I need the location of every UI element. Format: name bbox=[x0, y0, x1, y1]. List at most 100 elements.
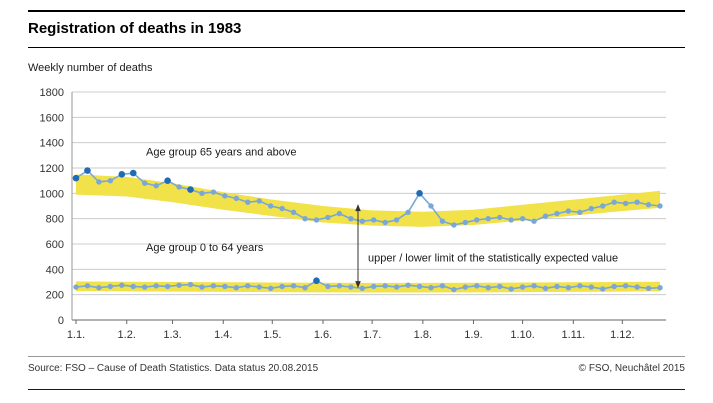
data-point bbox=[245, 199, 251, 205]
data-point bbox=[73, 284, 79, 290]
data-point bbox=[176, 184, 182, 190]
top-rule bbox=[28, 10, 685, 12]
data-point bbox=[622, 283, 629, 289]
data-point bbox=[176, 282, 182, 288]
data-point bbox=[485, 215, 491, 222]
x-tick-label: 1.8. bbox=[414, 329, 432, 341]
data-point bbox=[142, 180, 148, 186]
data-point bbox=[531, 283, 537, 289]
data-point bbox=[371, 283, 377, 290]
data-point bbox=[245, 283, 251, 289]
data-point bbox=[222, 193, 228, 199]
data-point bbox=[107, 177, 114, 184]
data-point bbox=[462, 219, 469, 226]
data-point bbox=[393, 217, 400, 223]
data-point bbox=[107, 283, 114, 290]
footer: Source: FSO – Cause of Death Statistics.… bbox=[28, 363, 685, 374]
bottom-rule bbox=[28, 389, 685, 390]
y-tick-label: 1800 bbox=[40, 87, 64, 99]
data-point bbox=[554, 283, 560, 290]
y-tick-label: 200 bbox=[46, 290, 64, 302]
x-tick-label: 1.7. bbox=[363, 329, 381, 341]
data-point bbox=[519, 215, 526, 222]
outlier-point bbox=[187, 186, 194, 193]
data-point bbox=[199, 190, 205, 197]
series-label-0to64: Age group 0 to 64 years bbox=[146, 242, 264, 254]
data-point bbox=[485, 285, 491, 291]
outlier-point bbox=[84, 167, 91, 174]
data-point bbox=[531, 218, 537, 224]
data-point bbox=[359, 218, 365, 224]
data-point bbox=[348, 284, 354, 290]
data-point bbox=[382, 283, 388, 289]
title-rule bbox=[28, 47, 685, 48]
source-note: Source: FSO – Cause of Death Statistics.… bbox=[28, 363, 319, 374]
data-point bbox=[256, 284, 262, 290]
data-point bbox=[119, 282, 125, 288]
data-point bbox=[405, 282, 411, 288]
data-point bbox=[290, 283, 297, 289]
data-point bbox=[451, 222, 457, 228]
data-point bbox=[600, 286, 606, 292]
x-tick-label: 1.11. bbox=[561, 329, 585, 341]
limit-arrow-down-head bbox=[355, 281, 361, 289]
y-tick-label: 400 bbox=[46, 264, 64, 276]
data-point bbox=[542, 285, 549, 292]
data-point bbox=[279, 205, 285, 212]
data-point bbox=[233, 285, 240, 291]
y-tick-label: 1200 bbox=[40, 163, 64, 175]
data-point bbox=[302, 285, 308, 291]
data-point bbox=[577, 209, 583, 216]
data-point bbox=[336, 283, 343, 289]
y-tick-label: 1400 bbox=[40, 138, 64, 150]
data-point bbox=[371, 217, 377, 223]
page-title: Registration of deaths in 1983 bbox=[28, 20, 242, 37]
outlier-point bbox=[164, 177, 171, 184]
data-point bbox=[657, 285, 663, 291]
expected-band-65plus bbox=[76, 174, 660, 227]
data-point bbox=[325, 214, 331, 221]
y-tick-label: 600 bbox=[46, 239, 64, 251]
data-point bbox=[290, 209, 297, 216]
data-point bbox=[84, 283, 91, 289]
y-tick-label: 1600 bbox=[40, 112, 64, 124]
outlier-point bbox=[129, 169, 137, 177]
y-axis-title: Weekly number of deaths bbox=[28, 62, 153, 74]
data-point bbox=[210, 189, 217, 195]
outlier-point bbox=[118, 171, 126, 178]
data-point bbox=[474, 217, 480, 223]
data-point bbox=[164, 283, 171, 290]
data-point bbox=[565, 285, 572, 291]
data-point bbox=[142, 284, 148, 290]
outlier-point bbox=[416, 190, 423, 197]
data-point bbox=[634, 284, 640, 290]
data-point bbox=[153, 283, 159, 289]
data-point bbox=[153, 183, 159, 189]
data-point bbox=[451, 286, 457, 293]
data-point bbox=[622, 200, 629, 207]
data-point bbox=[359, 285, 365, 292]
y-tick-label: 800 bbox=[46, 214, 64, 226]
data-point bbox=[222, 283, 228, 290]
series-line-0to64 bbox=[75, 279, 661, 291]
x-tick-label: 1.2. bbox=[118, 329, 136, 341]
data-point bbox=[428, 285, 434, 291]
data-point bbox=[233, 195, 240, 202]
data-point bbox=[336, 210, 343, 217]
data-point bbox=[577, 283, 583, 289]
data-point bbox=[325, 283, 331, 290]
data-point bbox=[565, 208, 572, 214]
x-tick-label: 1.1. bbox=[67, 329, 85, 341]
data-point bbox=[542, 213, 549, 219]
data-point bbox=[130, 283, 136, 290]
x-tick-label: 1.10. bbox=[510, 329, 534, 341]
x-tick-label: 1.3. bbox=[163, 329, 181, 341]
data-point bbox=[313, 217, 320, 223]
data-point bbox=[508, 217, 514, 223]
data-point bbox=[600, 203, 606, 209]
data-point bbox=[416, 283, 423, 290]
data-point bbox=[474, 283, 480, 289]
data-point bbox=[428, 203, 434, 209]
data-point bbox=[210, 283, 217, 289]
